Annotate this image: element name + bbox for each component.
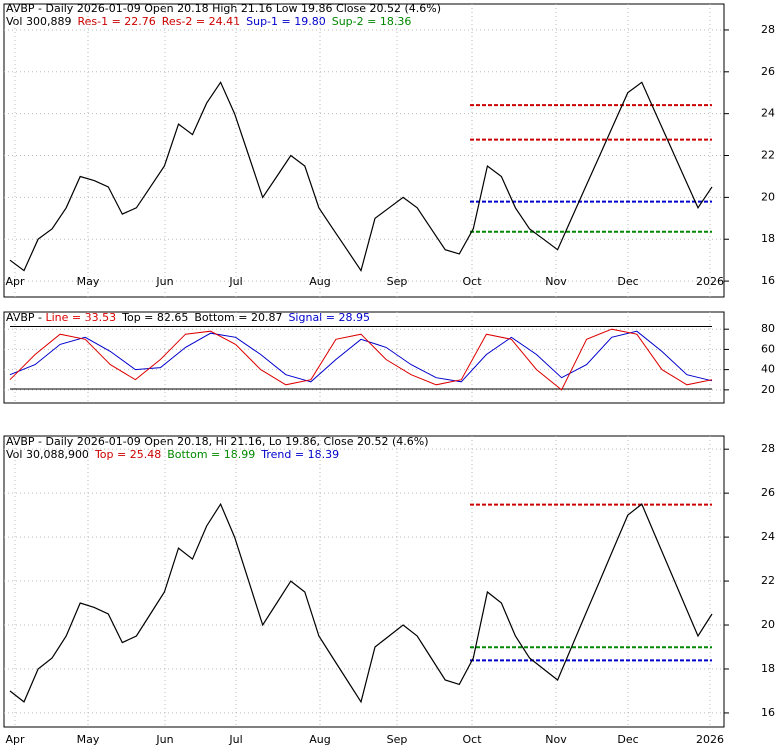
price-line bbox=[9, 502, 713, 704]
trend-header: AVBP - Daily 2026-01-09 Open 20.18, Hi 2… bbox=[6, 435, 429, 448]
y-tick-label: 28 bbox=[761, 442, 775, 455]
y-tick-label: 22 bbox=[761, 574, 775, 587]
x-tick-label: Dec bbox=[617, 733, 638, 745]
legend-item: Sup-2 = 18.36 bbox=[332, 15, 412, 28]
x-tick-label: Dec bbox=[617, 275, 638, 288]
oscillator-panel bbox=[3, 311, 725, 404]
signal-line bbox=[9, 330, 713, 383]
y-tick-label: 26 bbox=[761, 65, 775, 78]
y-tick-label: 40 bbox=[761, 363, 775, 376]
legend-item: Trend = 18.39 bbox=[260, 448, 339, 461]
price-header: AVBP - Daily 2026-01-09 Open 20.18 High … bbox=[6, 2, 441, 15]
x-tick-label: 2026 bbox=[696, 733, 724, 745]
x-tick-label: Apr bbox=[5, 733, 25, 745]
x-tick-label: May bbox=[77, 733, 100, 745]
legend-item: Sup-1 = 19.80 bbox=[246, 15, 326, 28]
y-tick-label: 20 bbox=[761, 618, 775, 631]
volume-text: Vol 300,889 bbox=[6, 15, 71, 28]
price-panel bbox=[3, 3, 725, 298]
x-tick-label: Nov bbox=[545, 275, 567, 288]
x-tick-label: May bbox=[77, 275, 100, 288]
x-tick-label: Aug bbox=[309, 275, 330, 288]
x-tick-label: Nov bbox=[545, 733, 567, 745]
y-tick-label: 18 bbox=[761, 232, 775, 245]
legend-top: Top = 82.65 bbox=[121, 311, 188, 324]
legend-item: Res-1 = 22.76 bbox=[77, 15, 155, 28]
trend-legend: Vol 30,088,900 Top = 25.48 Bottom = 18.99 T… bbox=[6, 448, 339, 461]
osc-header: AVBP - Line = 33.53 Top = 82.65 Bottom = 2… bbox=[6, 311, 370, 324]
y-tick-label: 20 bbox=[761, 190, 775, 203]
header-text: AVBP - Daily 2026-01-09 Open 20.18, Hi 2… bbox=[6, 435, 429, 448]
header-text: AVBP - bbox=[6, 311, 46, 324]
legend-item: Res-2 = 24.41 bbox=[162, 15, 240, 28]
y-tick-label: 16 bbox=[761, 274, 775, 287]
y-tick-label: 20 bbox=[761, 383, 775, 396]
oscillator-line bbox=[9, 328, 713, 391]
legend-item: Top = 25.48 bbox=[94, 448, 161, 461]
y-tick-label: 16 bbox=[761, 706, 775, 719]
y-tick-label: 24 bbox=[761, 530, 775, 543]
x-tick-label: Sep bbox=[387, 733, 408, 745]
y-tick-label: 28 bbox=[761, 23, 775, 36]
legend-group: Top = 25.48 Bottom = 18.99 Trend = 18.39 bbox=[94, 448, 339, 461]
x-tick-label: Jul bbox=[228, 275, 242, 288]
volume-text: Vol 30,088,900 bbox=[6, 448, 89, 461]
x-tick-label: Oct bbox=[462, 275, 482, 288]
price-legend: Vol 300,889 Res-1 = 22.76 Res-2 = 24.41 Sup… bbox=[6, 15, 411, 28]
y-tick-label: 22 bbox=[761, 149, 775, 162]
x-tick-label: Jul bbox=[228, 733, 242, 745]
y-tick-label: 80 bbox=[761, 322, 775, 335]
x-tick-label: Aug bbox=[309, 733, 330, 745]
y-tick-label: 26 bbox=[761, 486, 775, 499]
legend-line: Line = 33.53 bbox=[46, 311, 117, 324]
legend-group: Res-1 = 22.76 Res-2 = 24.41 Sup-1 = 19.80 S… bbox=[77, 15, 411, 28]
x-tick-label: Jun bbox=[155, 733, 173, 745]
y-tick-label: 18 bbox=[761, 662, 775, 675]
header-text: AVBP - Daily 2026-01-09 Open 20.18 High … bbox=[6, 2, 441, 15]
x-tick-label: Jun bbox=[155, 275, 173, 288]
x-tick-label: Apr bbox=[5, 275, 25, 288]
legend-bottom: Bottom = 20.87 bbox=[194, 311, 282, 324]
legend-signal: Signal = 28.95 bbox=[288, 311, 370, 324]
price-line bbox=[9, 81, 713, 273]
x-tick-label: 2026 bbox=[696, 275, 724, 288]
x-tick-label: Sep bbox=[387, 275, 408, 288]
x-tick-label: Oct bbox=[462, 733, 482, 745]
legend-item: Bottom = 18.99 bbox=[167, 448, 255, 461]
y-tick-label: 60 bbox=[761, 342, 775, 355]
y-tick-label: 24 bbox=[761, 107, 775, 120]
